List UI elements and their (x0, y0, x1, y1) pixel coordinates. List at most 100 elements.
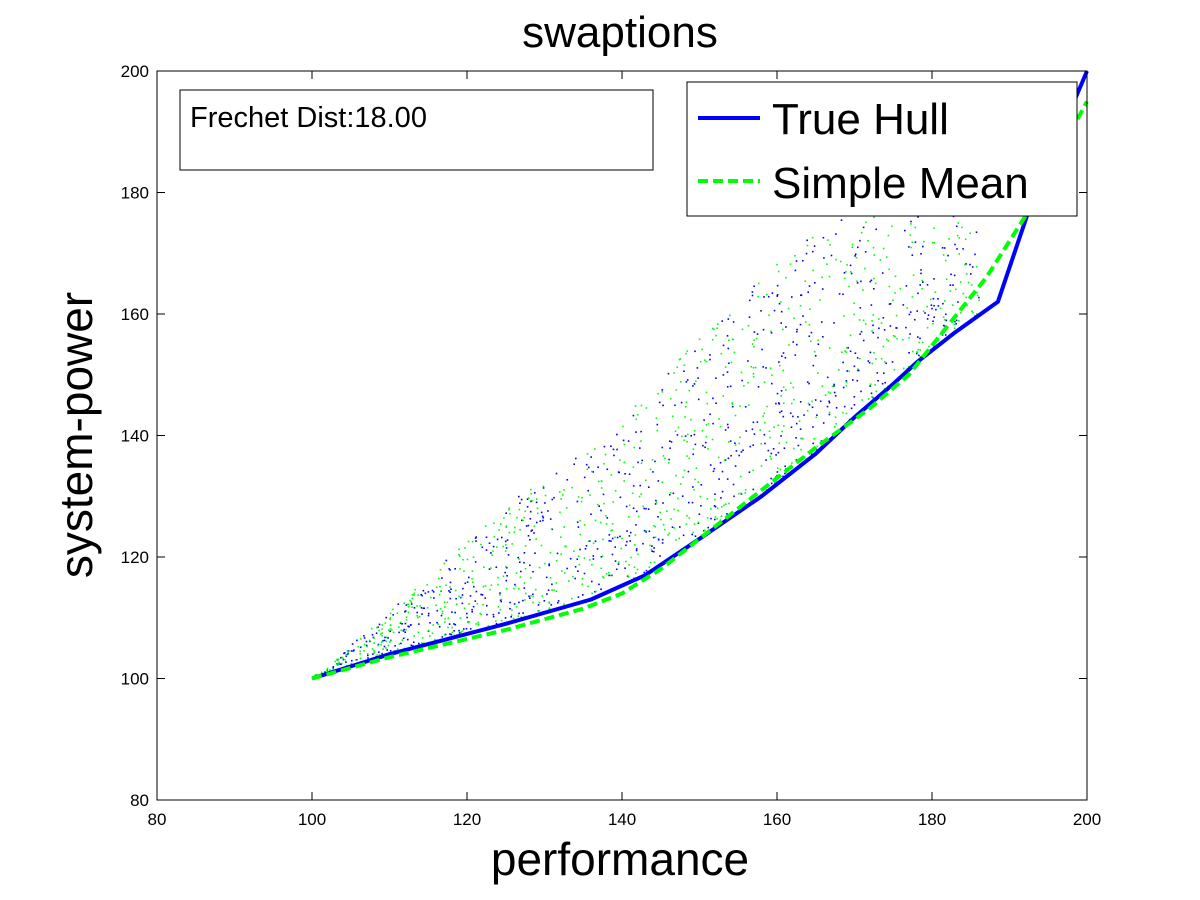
scatter-point (495, 566, 498, 568)
scatter-point (672, 492, 675, 495)
scatter-point (821, 276, 823, 279)
scatter-point (344, 658, 346, 661)
legend: True Hull Simple Mean (686, 81, 1078, 217)
scatter-point (804, 280, 807, 282)
scatter-point (616, 448, 618, 451)
scatter-point (329, 669, 331, 672)
scatter-point (632, 485, 635, 487)
scatter-point (499, 592, 501, 594)
scatter-point (778, 361, 780, 363)
scatter-point (611, 553, 614, 556)
scatter-point (919, 356, 922, 358)
scatter-point (523, 552, 526, 554)
scatter-point (619, 459, 621, 461)
scatter-point (381, 652, 383, 655)
scatter-point (715, 377, 717, 379)
scatter-point (833, 385, 835, 387)
scatter-point (445, 559, 448, 562)
scatter-point (491, 554, 493, 556)
scatter-point (472, 605, 475, 608)
scatter-point (949, 290, 952, 292)
scatter-point (787, 307, 790, 310)
scatter-point (954, 243, 956, 246)
scatter-point (882, 317, 885, 319)
scatter-point (835, 407, 838, 409)
scatter-point (519, 529, 521, 531)
scatter-point (454, 589, 457, 592)
scatter-point (509, 607, 511, 610)
scatter-point (530, 500, 532, 503)
scatter-point (740, 371, 743, 374)
scatter-point (678, 537, 680, 540)
scatter-point (859, 239, 861, 242)
scatter-point (740, 451, 743, 453)
scatter-point (454, 623, 457, 626)
scatter-point (865, 221, 867, 224)
scatter-point (338, 661, 340, 664)
scatter-point (670, 518, 672, 520)
scatter-point (956, 248, 958, 250)
scatter-point (862, 339, 865, 342)
scatter-point (518, 558, 520, 560)
scatter-point (664, 528, 666, 531)
scatter-point (928, 345, 930, 348)
scatter-point (780, 395, 782, 397)
scatter-point (886, 338, 888, 341)
scatter-point (833, 391, 836, 394)
scatter-point (480, 543, 482, 546)
scatter-point (738, 442, 740, 445)
scatter-point (589, 494, 591, 496)
scatter-point (937, 305, 940, 307)
scatter-point (867, 360, 870, 362)
scatter-point (495, 620, 497, 622)
scatter-point (581, 583, 584, 585)
scatter-point (752, 488, 755, 491)
scatter-point (458, 595, 460, 598)
scatter-point (694, 443, 697, 446)
scatter-point (839, 260, 842, 263)
scatter-point (701, 430, 704, 432)
scatter-point (713, 505, 716, 507)
scatter-point (605, 523, 608, 525)
scatter-point (909, 311, 912, 313)
scatter-point (789, 263, 792, 265)
scatter-point (775, 454, 777, 456)
scatter-point (690, 435, 692, 437)
scatter-point (592, 555, 595, 557)
scatter-point (780, 410, 783, 412)
scatter-point (575, 457, 577, 460)
scatter-point (724, 366, 727, 368)
scatter-point (504, 617, 507, 619)
scatter-point (520, 498, 523, 501)
scatter-point (505, 566, 507, 568)
scatter-point (697, 377, 699, 379)
scatter-point (800, 294, 803, 296)
scatter-point (882, 247, 885, 250)
scatter-point (911, 241, 914, 243)
scatter-point (410, 644, 413, 647)
scatter-point (739, 405, 741, 407)
scatter-point (572, 575, 574, 578)
scatter-point (628, 473, 631, 475)
scatter-point (956, 234, 959, 237)
scatter-point (854, 352, 857, 354)
scatter-point (416, 611, 418, 614)
scatter-point (799, 428, 802, 430)
scatter-point (845, 351, 848, 353)
scatter-point (733, 351, 736, 354)
scatter-point (756, 421, 759, 423)
scatter-point (649, 561, 652, 564)
scatter-point (802, 259, 804, 262)
scatter-point (363, 650, 365, 652)
scatter-point (950, 273, 952, 276)
scatter-point (336, 658, 338, 661)
scatter-point (563, 603, 565, 605)
scatter-point (475, 623, 478, 625)
scatter-point (862, 289, 864, 291)
scatter-point (446, 601, 449, 604)
scatter-point (514, 585, 517, 587)
scatter-point (749, 299, 751, 302)
scatter-point (385, 640, 388, 643)
scatter-point (838, 293, 841, 295)
scatter-point (854, 255, 856, 257)
